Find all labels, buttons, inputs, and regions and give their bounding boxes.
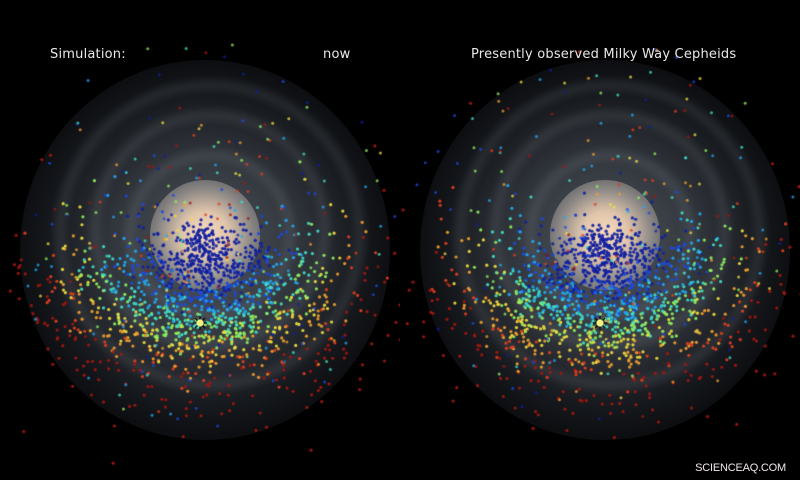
simulation-panel: Simulation: now [0, 0, 400, 480]
cepheid-scatter-observed [400, 0, 800, 480]
sun-icon [593, 316, 607, 330]
sun-icon [193, 316, 207, 330]
observed-title: Presently observed Milky Way Cepheids [471, 47, 737, 62]
time-label: now [323, 47, 351, 62]
credit-watermark: SCIENCEAQ.COM [695, 462, 786, 474]
simulation-label: Simulation: [50, 47, 126, 62]
observed-panel: Presently observed Milky Way Cepheids [400, 0, 800, 480]
cepheid-scatter-simulation [0, 0, 400, 480]
